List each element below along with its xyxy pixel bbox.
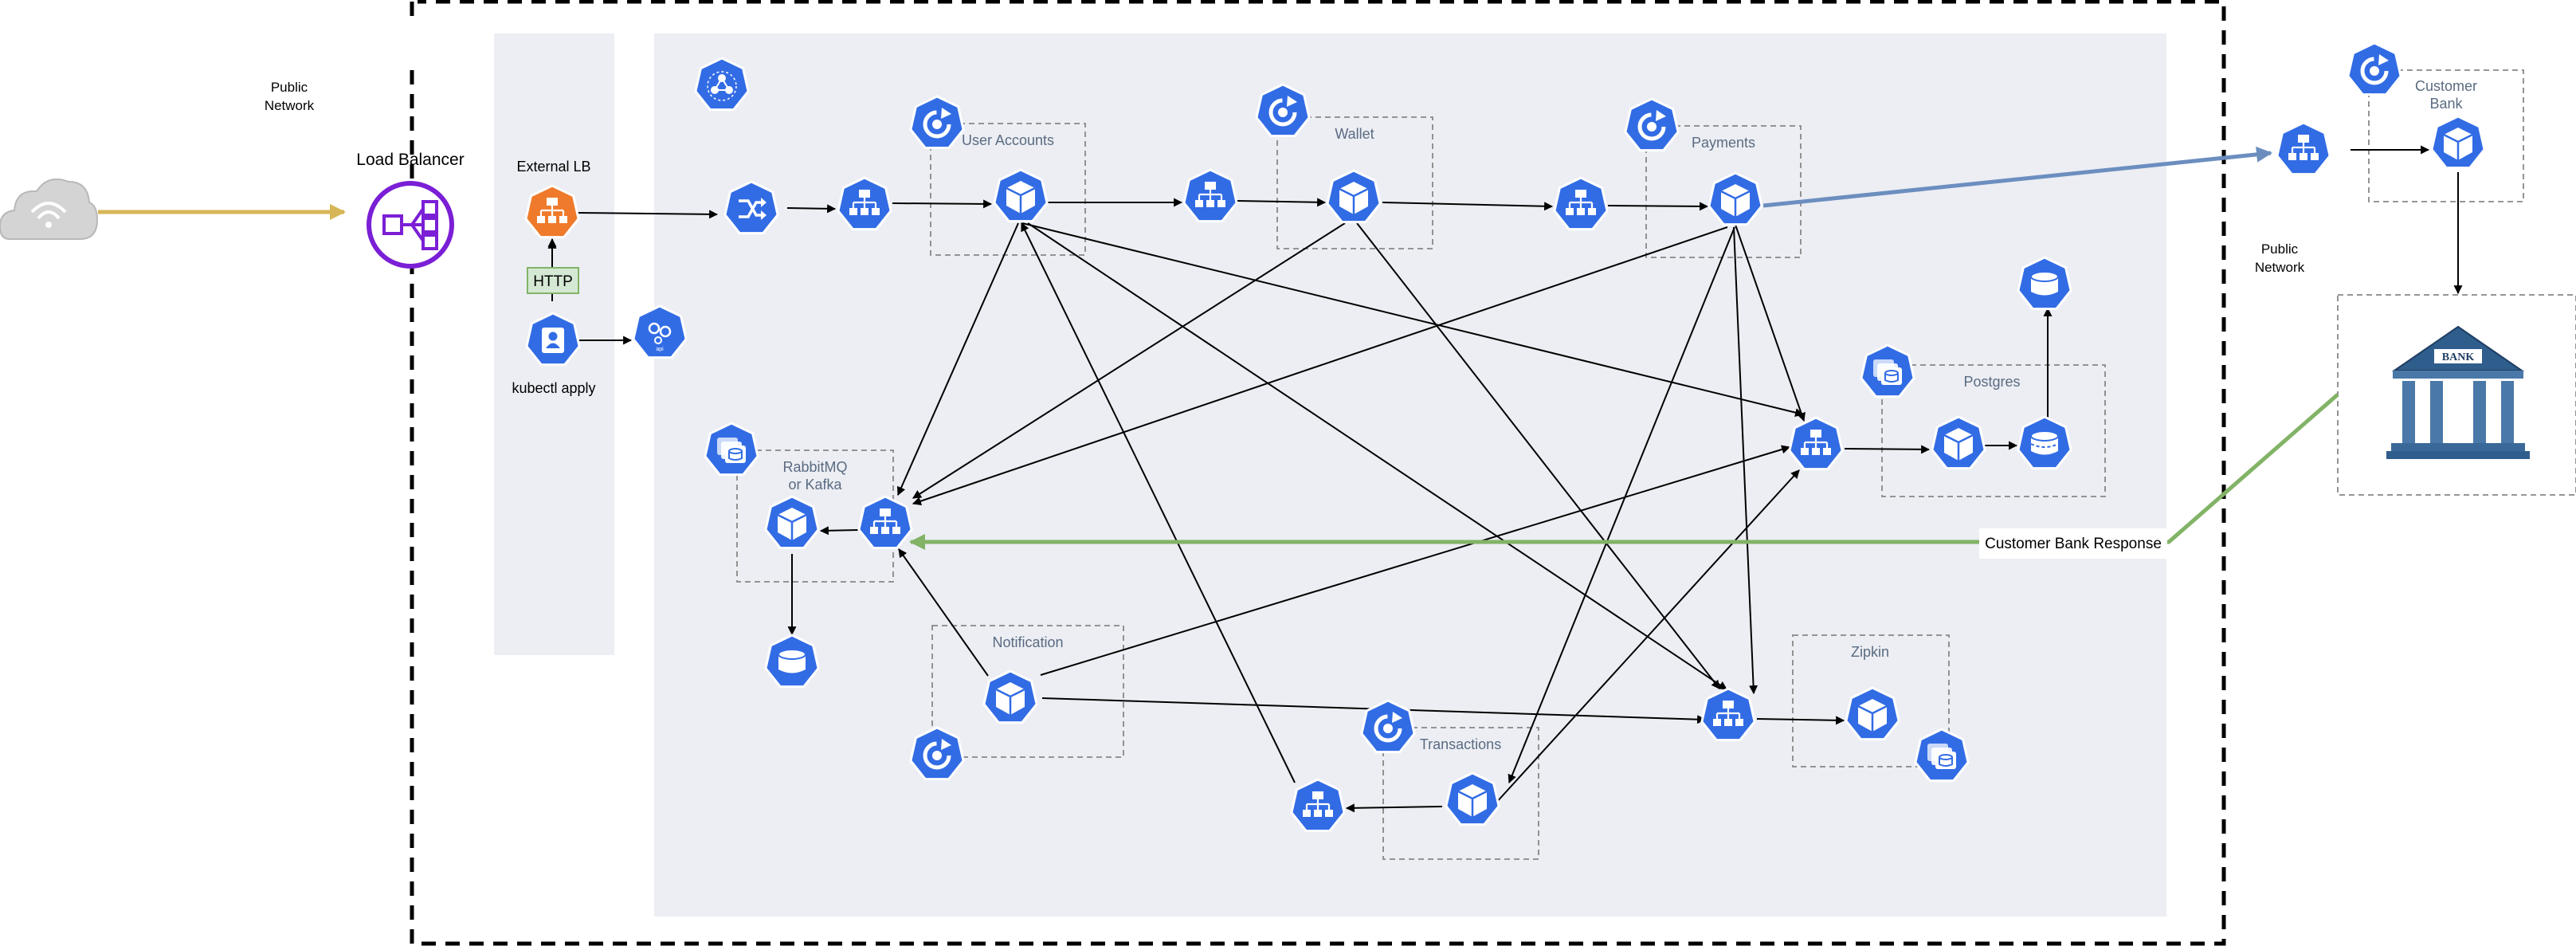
customer-bank-deployment-icon[interactable] xyxy=(2348,43,2401,95)
zipkin-pod-icon[interactable] xyxy=(1846,688,1899,740)
transactions-label: Transactions xyxy=(1420,736,1501,752)
postgres-pod-icon[interactable] xyxy=(1932,417,1985,469)
user-accounts-label: User Accounts xyxy=(962,132,1054,148)
postgres-label: Postgres xyxy=(1963,374,2020,390)
kubectl-apply-label: kubectl apply xyxy=(512,380,595,396)
customer-bank-response-label: Customer Bank Response xyxy=(1985,536,2162,552)
zipkin-label: Zipkin xyxy=(1851,644,1889,660)
wallet-group xyxy=(1276,116,1433,249)
payments-service-icon[interactable] xyxy=(1555,178,1607,230)
user-accounts-deployment-icon[interactable] xyxy=(911,96,963,148)
user-accounts-group xyxy=(930,123,1086,256)
postgres-group xyxy=(1881,364,2106,497)
rabbitmq-service-icon[interactable] xyxy=(859,497,912,548)
rabbitmq-pod-icon[interactable] xyxy=(766,497,818,548)
bank-building-icon: BANK xyxy=(2386,325,2530,459)
wallet-deployment-icon[interactable] xyxy=(1257,84,1309,136)
rabbitmq-volume-icon[interactable] xyxy=(766,635,818,687)
k8s-user-icon[interactable] xyxy=(527,313,579,365)
external-lb-label: External LB xyxy=(516,159,590,175)
wallet-pod-icon[interactable] xyxy=(1327,171,1380,222)
rabbitmq-statefulset-icon[interactable] xyxy=(705,423,758,475)
transactions-deployment-icon[interactable] xyxy=(1362,701,1414,752)
customer-bank-group xyxy=(2368,69,2524,202)
connections xyxy=(547,145,2463,813)
zipkin-service-icon[interactable] xyxy=(1702,689,1755,740)
k8s-api-icon[interactable] xyxy=(633,306,686,358)
rabbitmq-label-line1: RabbitMQ xyxy=(782,459,847,475)
postgres-service-icon[interactable] xyxy=(1790,418,1842,469)
public-network-left-line1: Public xyxy=(271,80,308,95)
postgres-claim-icon[interactable] xyxy=(2018,417,2071,469)
ingress-lb-icon[interactable] xyxy=(524,184,580,239)
customer-bank-pod-icon[interactable] xyxy=(2432,116,2484,168)
postgres-volume-icon[interactable] xyxy=(2018,257,2071,309)
bank-group xyxy=(2337,294,2576,496)
customer-bank-service-icon[interactable] xyxy=(2277,123,2330,175)
user-accounts-service-icon[interactable] xyxy=(838,178,891,230)
http-label: HTTP xyxy=(533,273,573,290)
bank-response-arrow xyxy=(909,393,2339,550)
rabbitmq-label-line2: or Kafka xyxy=(788,477,842,493)
payments-to-bank-arrow xyxy=(1762,146,2272,208)
payments-deployment-icon[interactable] xyxy=(1625,99,1678,151)
notification-deployment-icon[interactable] xyxy=(911,728,963,779)
public-network-right-line2: Network xyxy=(2255,260,2305,275)
customer-bank-response-box xyxy=(1979,528,2167,559)
http-badge xyxy=(527,267,579,294)
namespace-panel xyxy=(654,33,2166,917)
public-network-left-line2: Network xyxy=(265,98,315,113)
payments-label: Payments xyxy=(1692,135,1755,151)
transactions-service-icon[interactable] xyxy=(1292,779,1344,831)
cloud-icon xyxy=(0,179,99,240)
elb-icon[interactable] xyxy=(367,181,454,269)
payments-group xyxy=(1645,125,1802,258)
notification-group xyxy=(931,625,1124,758)
wallet-service-icon[interactable] xyxy=(1184,170,1237,222)
zipkin-statefulset-icon[interactable] xyxy=(1915,729,1968,781)
public-network-right-line1: Public xyxy=(2261,241,2299,257)
wallet-label: Wallet xyxy=(1335,126,1374,142)
payments-pod-icon[interactable] xyxy=(1709,173,1762,225)
cluster-boundary xyxy=(410,0,2226,946)
transactions-pod-icon[interactable] xyxy=(1446,773,1499,825)
customer-bank-label-line1: Customer xyxy=(2415,78,2477,94)
user-accounts-pod-icon[interactable] xyxy=(994,170,1047,222)
notification-label: Notification xyxy=(992,634,1063,650)
load-balancer-label: Load Balancer xyxy=(356,151,464,169)
k8s-ingress-icon[interactable] xyxy=(725,182,778,234)
zipkin-group xyxy=(1792,634,1950,767)
customer-bank-label-line2: Bank xyxy=(2429,96,2463,112)
notification-pod-icon[interactable] xyxy=(984,671,1037,723)
postgres-statefulset-icon[interactable] xyxy=(1861,345,1914,397)
bank-sign-label: BANK xyxy=(2442,351,2475,363)
transactions-group xyxy=(1382,727,1539,860)
k8s-namespace-icon[interactable] xyxy=(696,58,748,110)
